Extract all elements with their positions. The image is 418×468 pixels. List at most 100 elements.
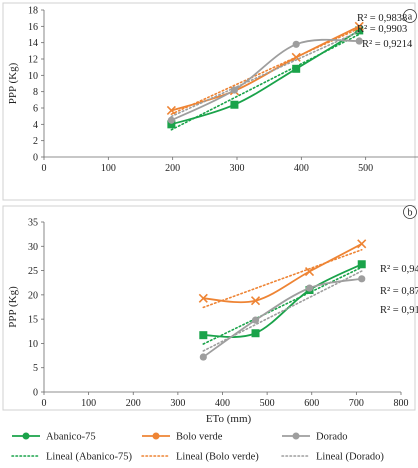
x-tick-label: 200 bbox=[126, 398, 141, 409]
data-point bbox=[230, 100, 239, 109]
legend-label: Dorado bbox=[316, 432, 348, 443]
data-point bbox=[199, 353, 207, 361]
series-line bbox=[203, 263, 363, 338]
panel-label-text: b bbox=[408, 208, 413, 219]
data-point bbox=[251, 329, 260, 338]
y-tick-label: 20 bbox=[28, 290, 38, 301]
y-axis-label: PPP (Kg) bbox=[7, 286, 19, 328]
legend-item: Abanico-75 bbox=[12, 432, 96, 443]
x-tick-label: 300 bbox=[170, 398, 185, 409]
data-point bbox=[292, 40, 300, 48]
r2-annotation: R² = 0,9903 bbox=[357, 24, 407, 35]
series-line bbox=[171, 38, 360, 122]
r2-annotation: R² = 0,947 bbox=[380, 264, 418, 275]
y-tick-label: 10 bbox=[28, 339, 38, 350]
data-point bbox=[167, 116, 175, 124]
legend-item: Dorado bbox=[282, 432, 348, 443]
y-tick-label: 2 bbox=[33, 136, 38, 147]
chart-panel-a: a0246810121416180100200300400500600PPP (… bbox=[2, 2, 418, 201]
legend-item: Lineal (Bolo verde) bbox=[141, 452, 259, 463]
panel-label: a bbox=[403, 9, 417, 23]
data-point bbox=[357, 239, 367, 249]
y-tick-label: 30 bbox=[28, 242, 38, 253]
legend-label: Abanico-75 bbox=[46, 432, 96, 443]
y-tick-label: 0 bbox=[33, 388, 38, 399]
legend-item: Bolo verde bbox=[142, 432, 223, 443]
data-point bbox=[304, 266, 315, 277]
y-tick-label: 16 bbox=[28, 22, 38, 33]
y-tick-label: 0 bbox=[33, 153, 38, 164]
panel-frame bbox=[2, 205, 416, 411]
x-tick-label: 500 bbox=[260, 398, 275, 409]
legend-label: Lineal (Abanico-75) bbox=[46, 452, 133, 463]
y-tick-label: 10 bbox=[28, 71, 38, 82]
legend-swatch-marker bbox=[152, 432, 160, 440]
y-tick-label: 14 bbox=[28, 38, 38, 49]
trendline bbox=[202, 266, 363, 345]
x-tick-label: 400 bbox=[294, 163, 309, 174]
x-tick-label: 800 bbox=[394, 398, 409, 409]
data-point bbox=[358, 275, 366, 283]
data-point bbox=[251, 316, 260, 324]
x-tick-label: 100 bbox=[81, 398, 96, 409]
trendline bbox=[170, 30, 361, 118]
data-point bbox=[305, 284, 314, 292]
panel-label-circle bbox=[403, 205, 417, 219]
series-bolo-verde bbox=[198, 239, 367, 309]
data-point bbox=[167, 120, 176, 129]
x-tick-label: 600 bbox=[304, 398, 319, 409]
x-tick-label: 100 bbox=[101, 163, 116, 174]
legend-swatch-marker bbox=[292, 432, 300, 440]
trendline bbox=[170, 27, 361, 115]
data-point bbox=[355, 26, 364, 35]
y-tick-label: 25 bbox=[28, 266, 38, 277]
legend-label: Lineal (Bolo verde) bbox=[176, 452, 259, 463]
data-point bbox=[292, 64, 301, 73]
series-line bbox=[171, 29, 360, 126]
y-tick-label: 8 bbox=[33, 87, 38, 98]
legend-swatch-marker bbox=[22, 432, 30, 440]
legend-item: Lineal (Dorado) bbox=[281, 452, 384, 463]
panel-label-text: a bbox=[408, 12, 413, 23]
y-tick-label: 15 bbox=[28, 315, 38, 326]
x-tick-label: 700 bbox=[349, 398, 364, 409]
data-point bbox=[198, 293, 208, 303]
panel-label-circle bbox=[403, 9, 417, 23]
chart-panel-b: b 0 5 10 15 20 25 30 35 0 100 200 300 400 500 600 700 800… bbox=[2, 205, 418, 425]
data-point bbox=[230, 86, 239, 94]
y-tick-label: 18 bbox=[28, 6, 38, 17]
x-tick-label: 400 bbox=[215, 398, 230, 409]
x-tick-label: 0 bbox=[42, 398, 47, 409]
y-tick-label: 5 bbox=[33, 363, 38, 374]
x-tick-label: 300 bbox=[230, 163, 245, 174]
data-point bbox=[354, 21, 364, 31]
series-line bbox=[203, 243, 363, 304]
data-point bbox=[199, 331, 208, 340]
panel-label: b bbox=[403, 205, 417, 219]
series-bolo-verde bbox=[166, 21, 364, 116]
series-dorado bbox=[199, 270, 366, 361]
data-point bbox=[291, 52, 301, 62]
y-tick-label: 6 bbox=[33, 104, 38, 115]
legend-item: Lineal (Abanico-75) bbox=[11, 452, 133, 463]
x-axis-label: ETo (mm) bbox=[206, 413, 252, 425]
y-tick-label: 12 bbox=[28, 55, 38, 66]
series-dorado bbox=[167, 30, 363, 124]
trendline bbox=[202, 248, 363, 309]
legend: Abanico-75 Bolo verde Dorado Lineal (Abanic… bbox=[11, 432, 384, 463]
data-point bbox=[250, 296, 261, 306]
x-tick-label: 0 bbox=[42, 163, 47, 174]
r2-annotation: R² = 0,911 bbox=[380, 305, 418, 316]
series-abanico-75 bbox=[167, 26, 364, 131]
series-line bbox=[202, 277, 362, 358]
r2-annotation: R² = 0,9838 bbox=[357, 13, 407, 24]
y-tick-label: 35 bbox=[28, 218, 38, 229]
data-point bbox=[166, 105, 176, 116]
y-axis-label: PPP (Kg) bbox=[7, 62, 19, 104]
data-point bbox=[355, 37, 363, 45]
x-tick-label: 500 bbox=[358, 163, 373, 174]
legend-label: Lineal (Dorado) bbox=[316, 452, 384, 463]
panel-frame bbox=[2, 2, 416, 201]
data-point bbox=[357, 260, 366, 269]
